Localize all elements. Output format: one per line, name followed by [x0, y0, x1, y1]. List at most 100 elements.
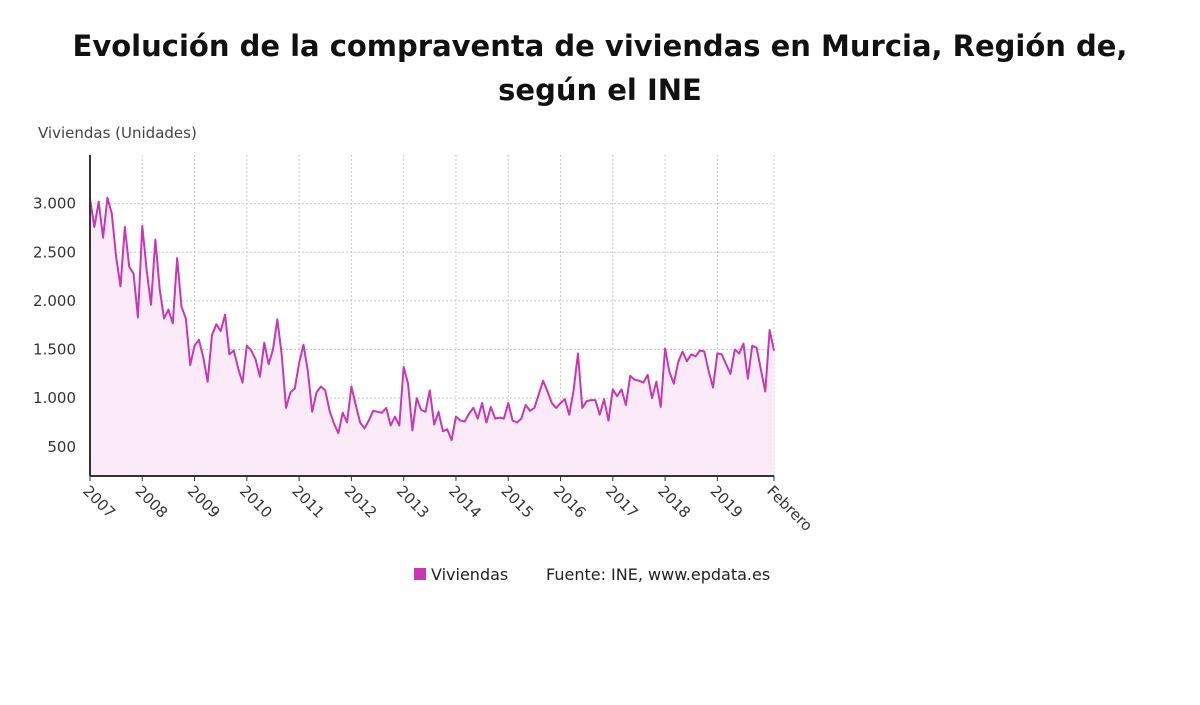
data-point-45 — [285, 407, 287, 409]
data-point-83 — [451, 439, 453, 441]
data-point-71 — [398, 424, 400, 427]
data-point-115 — [590, 399, 592, 401]
data-point-98 — [516, 421, 518, 424]
data-point-133 — [668, 371, 671, 373]
data-point-138 — [690, 353, 692, 356]
data-point-67 — [381, 412, 383, 414]
data-point-120 — [612, 388, 614, 391]
y-tick-label-0: 500 — [47, 438, 76, 456]
y-tick-label-5: 3.000 — [33, 195, 76, 213]
data-point-23 — [189, 364, 191, 366]
data-point-36 — [246, 345, 248, 347]
data-point-76 — [420, 409, 422, 411]
data-point-32 — [228, 353, 231, 356]
data-point-1 — [93, 226, 95, 228]
x-tick-label-10: 2017 — [602, 482, 642, 522]
y-tick-label-4: 2.500 — [33, 243, 76, 261]
x-tick-label-1: 2008 — [132, 482, 172, 522]
data-point-152 — [751, 345, 753, 347]
data-point-43 — [276, 318, 278, 320]
data-point-26 — [202, 356, 204, 358]
data-point-118 — [603, 398, 605, 400]
data-point-126 — [638, 380, 640, 382]
data-point-49 — [302, 344, 305, 346]
data-point-128 — [647, 374, 649, 376]
data-point-46 — [289, 391, 292, 393]
data-point-154 — [760, 369, 762, 371]
data-point-37 — [250, 349, 252, 352]
data-point-58 — [342, 412, 344, 414]
data-point-153 — [755, 347, 758, 349]
data-point-85 — [459, 419, 461, 422]
data-point-124 — [629, 375, 631, 377]
data-point-100 — [525, 404, 527, 406]
data-point-57 — [337, 432, 339, 434]
data-point-109 — [564, 398, 566, 400]
data-point-117 — [599, 414, 601, 416]
x-axis-ticks: 2007 2008 2009 2010 2011 2012 2013 2014 2015 2016… — [79, 476, 816, 535]
data-point-101 — [529, 410, 531, 412]
data-point-6 — [115, 256, 117, 258]
data-point-103 — [538, 393, 540, 395]
data-point-15 — [154, 239, 156, 241]
data-point-40 — [263, 342, 265, 344]
y-axis-ticks: 500 1.000 1.500 2.000 2.500 3.000 — [33, 195, 76, 456]
data-point-25 — [198, 339, 200, 341]
data-point-155 — [764, 390, 766, 392]
data-point-39 — [259, 376, 261, 378]
data-point-156 — [769, 329, 771, 331]
data-point-116 — [594, 399, 596, 401]
data-point-74 — [411, 429, 413, 431]
data-point-79 — [433, 423, 435, 426]
data-point-150 — [742, 343, 745, 345]
data-point-121 — [616, 395, 618, 397]
data-point-20 — [176, 257, 178, 259]
data-point-82 — [446, 428, 448, 430]
y-tick-label-2: 1.500 — [33, 341, 76, 359]
data-point-30 — [220, 330, 222, 332]
data-point-47 — [294, 387, 296, 390]
data-point-59 — [346, 421, 348, 424]
x-tick-label-6: 2013 — [393, 482, 433, 522]
data-point-70 — [394, 416, 396, 418]
data-point-9 — [128, 266, 130, 268]
data-point-81 — [442, 430, 444, 432]
data-point-102 — [533, 407, 535, 409]
data-point-4 — [106, 197, 109, 199]
data-point-52 — [315, 391, 318, 393]
data-point-44 — [281, 353, 283, 356]
data-point-31 — [224, 313, 226, 316]
data-point-99 — [520, 418, 522, 420]
data-point-75 — [416, 397, 418, 399]
data-point-5 — [111, 212, 113, 214]
data-point-140 — [699, 349, 701, 352]
data-point-77 — [424, 411, 427, 413]
x-tick-label-0: 2007 — [79, 482, 119, 522]
data-point-12 — [141, 225, 143, 227]
data-point-129 — [651, 397, 653, 399]
legend-label-viviendas: Viviendas — [431, 565, 508, 584]
data-point-112 — [577, 352, 579, 355]
y-tick-label-3: 2.000 — [33, 292, 76, 310]
x-tick-label-12: 2019 — [707, 482, 747, 522]
data-point-69 — [390, 424, 392, 427]
data-point-27 — [207, 381, 209, 383]
x-tick-label-11: 2018 — [654, 482, 694, 522]
data-point-145 — [721, 353, 723, 356]
y-tick-label-1: 1.000 — [33, 389, 76, 407]
data-point-64 — [368, 419, 370, 422]
data-point-125 — [633, 379, 636, 381]
data-point-131 — [660, 406, 662, 408]
data-point-42 — [272, 348, 274, 351]
data-point-106 — [551, 402, 553, 404]
x-tick-label-5: 2012 — [341, 482, 381, 522]
data-point-72 — [403, 366, 405, 368]
data-point-87 — [468, 413, 470, 415]
data-point-95 — [503, 418, 505, 420]
data-point-68 — [385, 407, 387, 409]
x-tick-label-3: 2010 — [236, 482, 276, 522]
data-point-107 — [555, 407, 557, 409]
data-point-97 — [511, 419, 514, 422]
data-point-56 — [333, 422, 335, 425]
data-point-105 — [546, 390, 549, 392]
